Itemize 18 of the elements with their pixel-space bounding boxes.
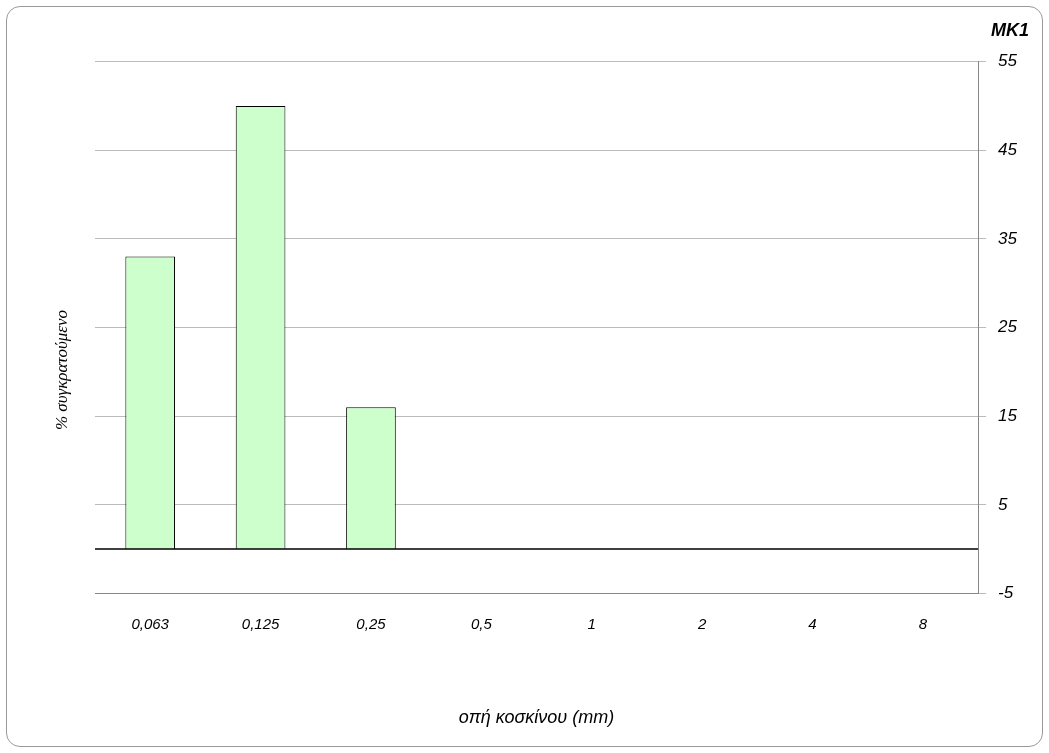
x-tick-label: 0,25 [356,614,387,632]
x-tick-label: 0,125 [241,614,280,632]
y-tick-label: 25 [997,317,1018,337]
y-tick-label: 35 [998,228,1018,248]
y-tick-label: -5 [998,583,1014,603]
x-tick-label: 1 [587,614,596,632]
x-axis-title: οπή κοσκίνου (mm) [458,707,615,728]
y-tick-label: 45 [998,139,1018,159]
y-tick-label: 15 [998,405,1018,425]
x-tick-label: 8 [918,614,928,632]
x-tick-label: 2 [696,614,707,632]
y-axis-title: % συγκρατούμενο [52,309,72,431]
x-tick-label: 4 [808,614,817,632]
x-tick-label: 0,063 [131,614,170,632]
y-tick-label: 55 [998,51,1018,71]
chart-title: MK1 [990,19,1029,40]
y-tick-label: 5 [998,494,1009,514]
x-tick-label: 0,5 [470,614,493,632]
